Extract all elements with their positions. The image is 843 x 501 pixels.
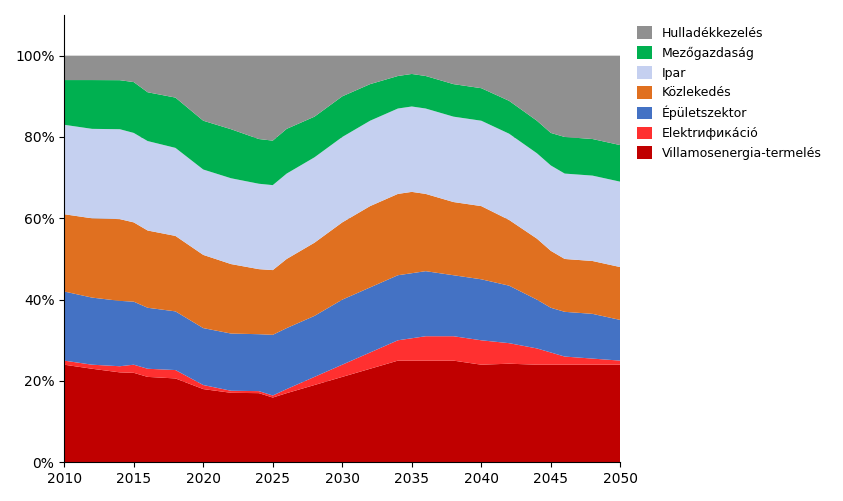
Legend: Hulladékkezelés, Mezőgazdaság, Ipar, Közlekedés, Épületszektor, Elektrификáció, : Hulladékkezelés, Mezőgazdaság, Ipar, Köz… bbox=[632, 21, 827, 165]
